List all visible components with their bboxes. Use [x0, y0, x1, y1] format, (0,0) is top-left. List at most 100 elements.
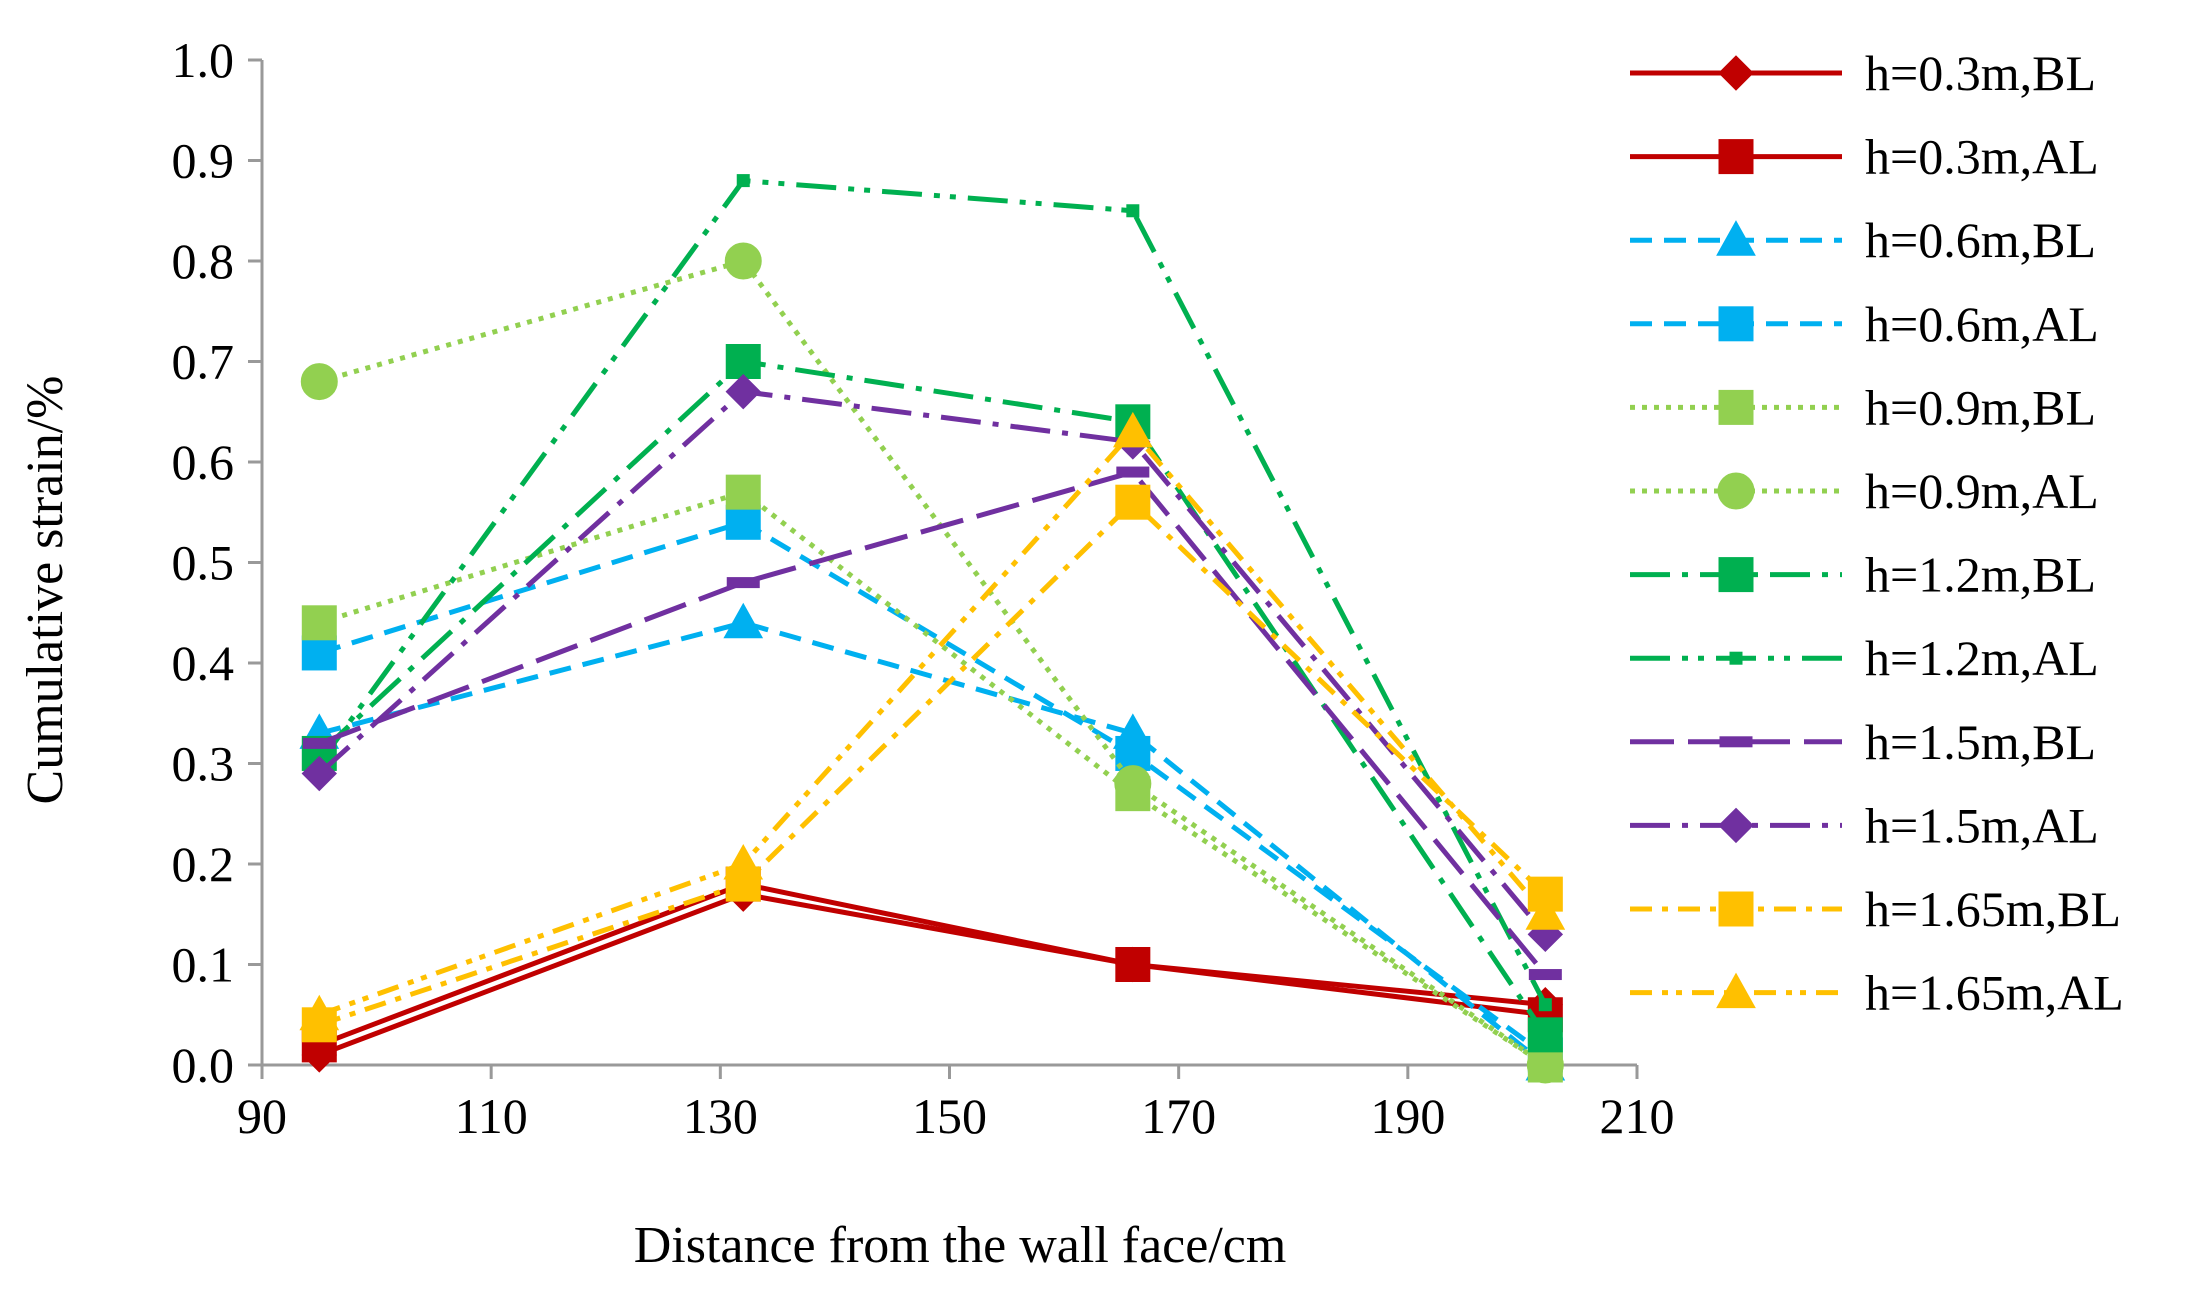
series-h=0.3m,AL	[301, 866, 1563, 1063]
y-tick-label: 0.6	[172, 434, 235, 490]
data-point	[1112, 411, 1153, 448]
data-point	[723, 843, 764, 880]
y-tick-label: 0.7	[172, 334, 235, 390]
x-tick-labels: 90 110 130 150 170 190 210	[237, 1065, 1675, 1144]
series-h=0.3m,BL	[301, 876, 1564, 1073]
legend-marker	[1716, 220, 1756, 256]
x-tick-label: 110	[455, 1088, 528, 1144]
series-line	[318, 489, 1547, 1068]
legend-item: h=1.2m,BL	[1630, 547, 2096, 603]
legend-marker	[1718, 55, 1754, 91]
series-line	[318, 881, 1546, 1048]
legend-marker	[1718, 389, 1754, 425]
legend-marker	[1719, 736, 1753, 748]
data-point	[725, 504, 761, 540]
data-point	[1115, 947, 1151, 982]
y-tick-label: 1.0	[172, 32, 235, 88]
series-h=0.9m,AL	[300, 242, 1564, 1084]
data-point	[725, 344, 761, 379]
legend-label: h=0.9m,AL	[1865, 463, 2099, 519]
y-tick-labels: 0.0 0.1 0.2 0.3 0.4 0.5 0.6 0.7 0.8 0.9 1.0	[172, 32, 262, 1093]
series-line	[317, 359, 1548, 1037]
data-point	[1526, 1046, 1564, 1084]
y-tick-label: 0.1	[172, 937, 235, 993]
y-tick-label: 0.5	[172, 535, 235, 591]
series-line	[318, 620, 1547, 1067]
series-group	[299, 174, 1566, 1084]
x-tick-label: 90	[237, 1088, 287, 1144]
legend-label: h=0.3m,AL	[1865, 129, 2099, 185]
legend-label: h=0.6m,BL	[1865, 212, 2096, 268]
legend-marker	[1717, 472, 1755, 510]
legend-label: h=0.6m,AL	[1865, 296, 2099, 352]
legend-item: h=0.9m,BL	[1630, 379, 2096, 435]
data-point	[1115, 484, 1151, 520]
legend-item: h=1.2m,AL	[1630, 630, 2099, 686]
data-point	[723, 602, 764, 639]
data-point	[736, 174, 750, 188]
data-point	[726, 577, 760, 589]
data-point	[1538, 998, 1552, 1012]
x-tick-label: 190	[1370, 1088, 1445, 1144]
legend-marker	[1718, 807, 1754, 844]
legend-item: h=1.5m,BL	[1630, 714, 2096, 770]
legend-marker	[1729, 651, 1743, 665]
y-tick-label: 0.3	[172, 736, 235, 792]
legend-item: h=1.65m,AL	[1630, 965, 2124, 1021]
series-h=1.65m,AL	[299, 411, 1566, 1031]
data-point	[300, 363, 338, 401]
series-line	[318, 469, 1548, 977]
series-line	[318, 891, 1546, 1058]
data-point	[299, 994, 340, 1031]
legend-label: h=1.2m,AL	[1865, 630, 2099, 686]
legend-label: h=1.5m,AL	[1865, 797, 2099, 853]
legend-item: h=1.65m,BL	[1630, 881, 2121, 937]
y-tick-label: 0.9	[172, 133, 235, 189]
x-axis-title: Distance from the wall face/cm	[634, 1217, 1287, 1274]
data-point	[724, 242, 762, 280]
series-line	[318, 519, 1547, 1057]
legend-marker	[1718, 891, 1754, 927]
legend-label: h=1.65m,BL	[1865, 881, 2121, 937]
x-tick-label: 170	[1141, 1088, 1216, 1144]
data-point	[1126, 204, 1140, 218]
legend-item: h=1.5m,AL	[1630, 797, 2099, 853]
x-tick-label: 210	[1600, 1088, 1675, 1144]
series-line	[318, 429, 1548, 1018]
legend-label: h=1.5m,BL	[1865, 714, 2096, 770]
series-h=1.5m,AL	[301, 373, 1564, 953]
data-point	[301, 605, 337, 641]
legend-label: h=1.65m,AL	[1865, 965, 2124, 1021]
y-axis-title: Cumulative strain/%	[17, 376, 74, 805]
legend-marker	[1718, 306, 1754, 342]
data-point	[301, 755, 337, 792]
y-tick-label: 0.8	[172, 233, 235, 289]
data-point	[301, 635, 337, 671]
legend-item: h=0.6m,BL	[1630, 212, 2096, 268]
legend-label: h=0.9m,BL	[1865, 379, 2096, 435]
y-tick-label: 0.2	[172, 836, 235, 892]
legend-item: h=0.3m,BL	[1630, 45, 2096, 101]
data-point	[1527, 1017, 1563, 1053]
legend-label: h=0.3m,BL	[1865, 45, 2096, 101]
y-tick-label: 0.4	[172, 635, 235, 691]
y-tick-label: 0.0	[172, 1037, 235, 1093]
series-line	[318, 258, 1547, 1068]
legend-item: h=0.3m,AL	[1630, 129, 2099, 185]
x-tick-label: 130	[683, 1088, 758, 1144]
data-point	[725, 474, 761, 510]
legend-item: h=0.9m,AL	[1630, 463, 2099, 519]
series-line	[317, 389, 1548, 936]
legend: h=0.3m,BL h=0.3m,AL h=0.6m,BL h=0.6m,AL h=0.…	[1630, 45, 2124, 1021]
legend-marker	[1718, 139, 1754, 175]
legend-marker	[1718, 557, 1754, 593]
data-point	[1116, 466, 1150, 478]
data-point	[1525, 894, 1566, 930]
data-point	[725, 373, 761, 410]
series-h=1.5m,BL	[302, 466, 1562, 981]
data-point	[302, 737, 336, 749]
legend-marker	[1716, 972, 1756, 1009]
series-h=1.2m,AL	[312, 174, 1552, 1012]
series-line	[317, 178, 1548, 1006]
